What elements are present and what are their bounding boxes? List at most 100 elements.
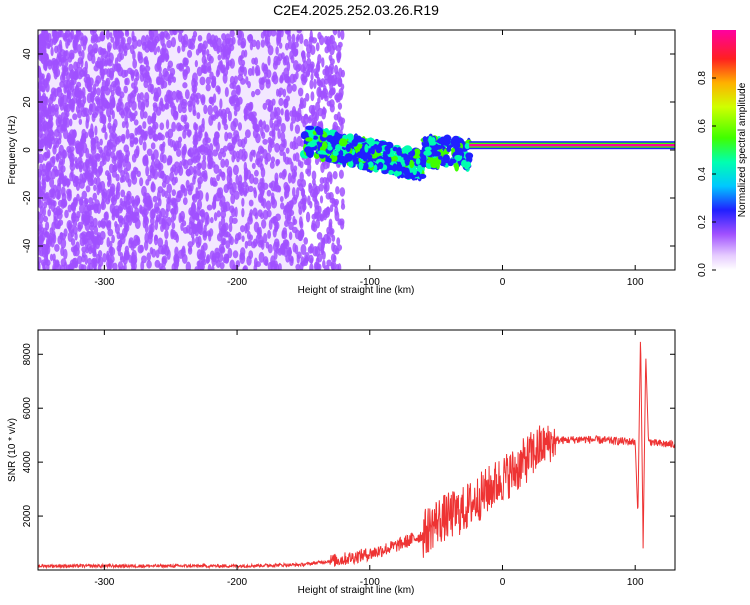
heatmap-cell xyxy=(133,119,139,126)
heatmap-cell xyxy=(197,162,202,169)
y-tick-label: 4000 xyxy=(22,451,33,474)
heatmap-cell xyxy=(76,255,83,265)
heatmap-cell xyxy=(464,142,471,150)
heatmap-cell xyxy=(41,174,46,183)
heatmap-cell xyxy=(140,101,146,112)
heatmap-cell xyxy=(55,260,60,268)
heatmap-cell xyxy=(327,145,333,151)
heatmap-cell xyxy=(91,154,98,165)
heatmap-cell xyxy=(185,179,190,189)
heatmap-cell xyxy=(303,146,313,154)
heatmap-cell xyxy=(265,241,270,249)
heatmap-cell xyxy=(100,217,107,229)
heatmap-cell xyxy=(286,83,293,94)
heatmap-cell xyxy=(146,195,151,204)
heatmap-cell xyxy=(228,144,235,151)
heatmap-cell xyxy=(301,187,305,198)
heatmap-cell xyxy=(92,217,98,228)
heatmap-cell xyxy=(301,75,307,86)
heatmap-cell xyxy=(123,252,130,260)
heatmap-cell xyxy=(166,39,173,49)
heatmap-cell xyxy=(170,207,175,217)
heatmap-cell xyxy=(106,264,111,270)
heatmap-cell xyxy=(106,221,112,231)
heatmap-cell xyxy=(117,215,124,223)
heatmap-cell xyxy=(238,66,245,77)
heatmap-cell xyxy=(125,149,130,158)
heatmap-cell xyxy=(274,221,280,230)
snr-x-axis-label: Height of straight line (km) xyxy=(298,585,415,596)
heatmap-cell xyxy=(241,59,246,67)
heatmap-cell xyxy=(89,244,95,253)
heatmap-cell xyxy=(289,73,296,84)
heatmap-cell xyxy=(50,46,54,57)
heatmap-cell xyxy=(346,133,354,140)
heatmap-cell xyxy=(42,152,49,161)
heatmap-cell xyxy=(305,211,311,223)
heatmap-cell xyxy=(49,253,54,262)
heatmap-cell xyxy=(126,193,131,202)
heatmap-cell xyxy=(221,150,227,158)
heatmap-cell xyxy=(280,108,284,116)
heatmap-cell xyxy=(170,215,175,223)
heatmap-cell xyxy=(74,160,79,169)
heatmap-cell xyxy=(158,100,164,111)
heatmap-cell xyxy=(70,168,74,178)
heatmap-cell xyxy=(199,208,206,218)
heatmap-cell xyxy=(159,122,165,131)
heatmap-cell xyxy=(55,116,62,128)
heatmap-cell xyxy=(173,201,177,213)
heatmap-cell xyxy=(143,202,149,211)
heatmap-cell xyxy=(60,124,66,132)
heatmap-cell xyxy=(71,96,78,104)
heatmap-cell xyxy=(79,142,85,151)
heatmap-cell xyxy=(200,94,206,104)
heatmap-cell xyxy=(114,221,118,228)
heatmap-cell xyxy=(249,42,254,51)
heatmap-cell xyxy=(178,136,183,143)
heatmap-cell xyxy=(152,133,159,141)
heatmap-cell xyxy=(317,150,326,155)
heatmap-cell xyxy=(217,54,222,61)
heatmap-cell xyxy=(257,229,261,240)
heatmap-cell xyxy=(291,186,296,198)
heatmap-cell xyxy=(94,199,100,208)
heatmap-cell xyxy=(48,136,52,147)
heatmap-cell xyxy=(394,170,402,176)
heatmap-cell xyxy=(251,65,255,76)
heatmap-cell xyxy=(231,207,236,218)
heatmap-cell xyxy=(276,115,282,125)
heatmap-cell xyxy=(327,158,332,163)
heatmap-cell xyxy=(171,90,177,101)
heatmap-cell xyxy=(212,149,219,157)
heatmap-cell xyxy=(223,123,229,131)
heatmap-cell xyxy=(249,209,254,217)
heatmap-cell xyxy=(159,152,164,163)
heatmap-cell xyxy=(278,87,284,96)
heatmap-cell xyxy=(106,236,110,248)
heatmap-cell xyxy=(254,88,261,96)
heatmap-cell xyxy=(123,222,129,229)
heatmap-cell xyxy=(160,170,165,179)
heatmap-cell xyxy=(205,192,209,202)
heatmap-cell xyxy=(171,189,177,197)
heatmap-cell xyxy=(150,142,156,150)
heatmap-cell xyxy=(318,35,325,46)
heatmap-cell xyxy=(303,257,309,267)
heatmap-cell xyxy=(337,30,341,39)
heatmap-cell xyxy=(272,74,279,85)
heatmap-cell xyxy=(103,60,109,67)
heatmap-cell xyxy=(299,220,304,229)
x-tick-label: -200 xyxy=(227,577,247,588)
heatmap-cell xyxy=(58,131,62,141)
heatmap-cell xyxy=(194,266,199,270)
heatmap-cell xyxy=(265,99,272,106)
heatmap-cell xyxy=(111,234,115,244)
colorbar-gradient xyxy=(712,30,736,270)
heatmap-cell xyxy=(80,264,87,270)
snr-x-ticks: -300 -200 -100 0 100 2000 4000 6000 8000 xyxy=(22,330,675,588)
heatmap-cell xyxy=(108,138,112,149)
heatmap-cell xyxy=(152,169,159,180)
heatmap-cell xyxy=(341,198,345,206)
